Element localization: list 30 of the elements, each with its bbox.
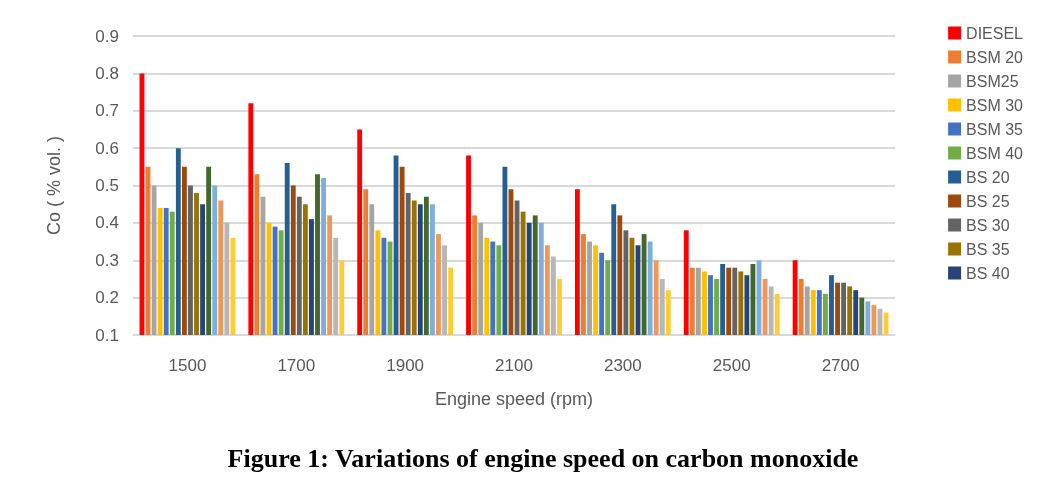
- x-tick-label: 1900: [386, 356, 425, 375]
- x-tick-label: 1700: [277, 356, 316, 375]
- legend-label: DIESEL: [966, 24, 1024, 42]
- legend-label: BS 20: [966, 168, 1010, 186]
- y-tick-label: 0.8: [95, 63, 119, 83]
- x-tick-label: 2700: [821, 356, 860, 375]
- y-tick-label: 0.9: [95, 26, 119, 46]
- legend-label: BSM 30: [966, 96, 1024, 114]
- y-tick-label: 0.6: [95, 138, 119, 158]
- x-tick-label: 2100: [495, 356, 533, 375]
- text: Figure 1: Variations of engine speed on carbon monoxide: [227, 443, 859, 473]
- legend-label: BSM25: [966, 72, 1019, 90]
- x-tick-label: 2500: [712, 356, 751, 375]
- y-tick-label: 0.3: [95, 250, 119, 270]
- y-axis-title: Co ( % vol. ): [44, 135, 64, 236]
- y-tick-label: 0.1: [95, 325, 119, 345]
- y-tick-label: 0.5: [95, 176, 119, 195]
- x-tick-label: 2300: [603, 356, 642, 375]
- legend-label: BS 30: [966, 216, 1010, 234]
- legend-label: BS 40: [966, 264, 1010, 282]
- y-tick-label: 0.4: [95, 213, 119, 233]
- y-tick-label: 0.7: [95, 101, 119, 121]
- legend-label: BSM 20: [966, 48, 1024, 66]
- legend-label: BS 35: [966, 240, 1010, 258]
- legend-label: BSM 35: [966, 120, 1024, 138]
- x-tick-label: 1500: [168, 356, 207, 375]
- x-axis-title: Engine speed (rpm): [434, 389, 594, 409]
- legend-label: BS 25: [966, 192, 1010, 210]
- legend-label: BSM 40: [966, 144, 1024, 162]
- y-tick-label: 0.2: [95, 288, 119, 308]
